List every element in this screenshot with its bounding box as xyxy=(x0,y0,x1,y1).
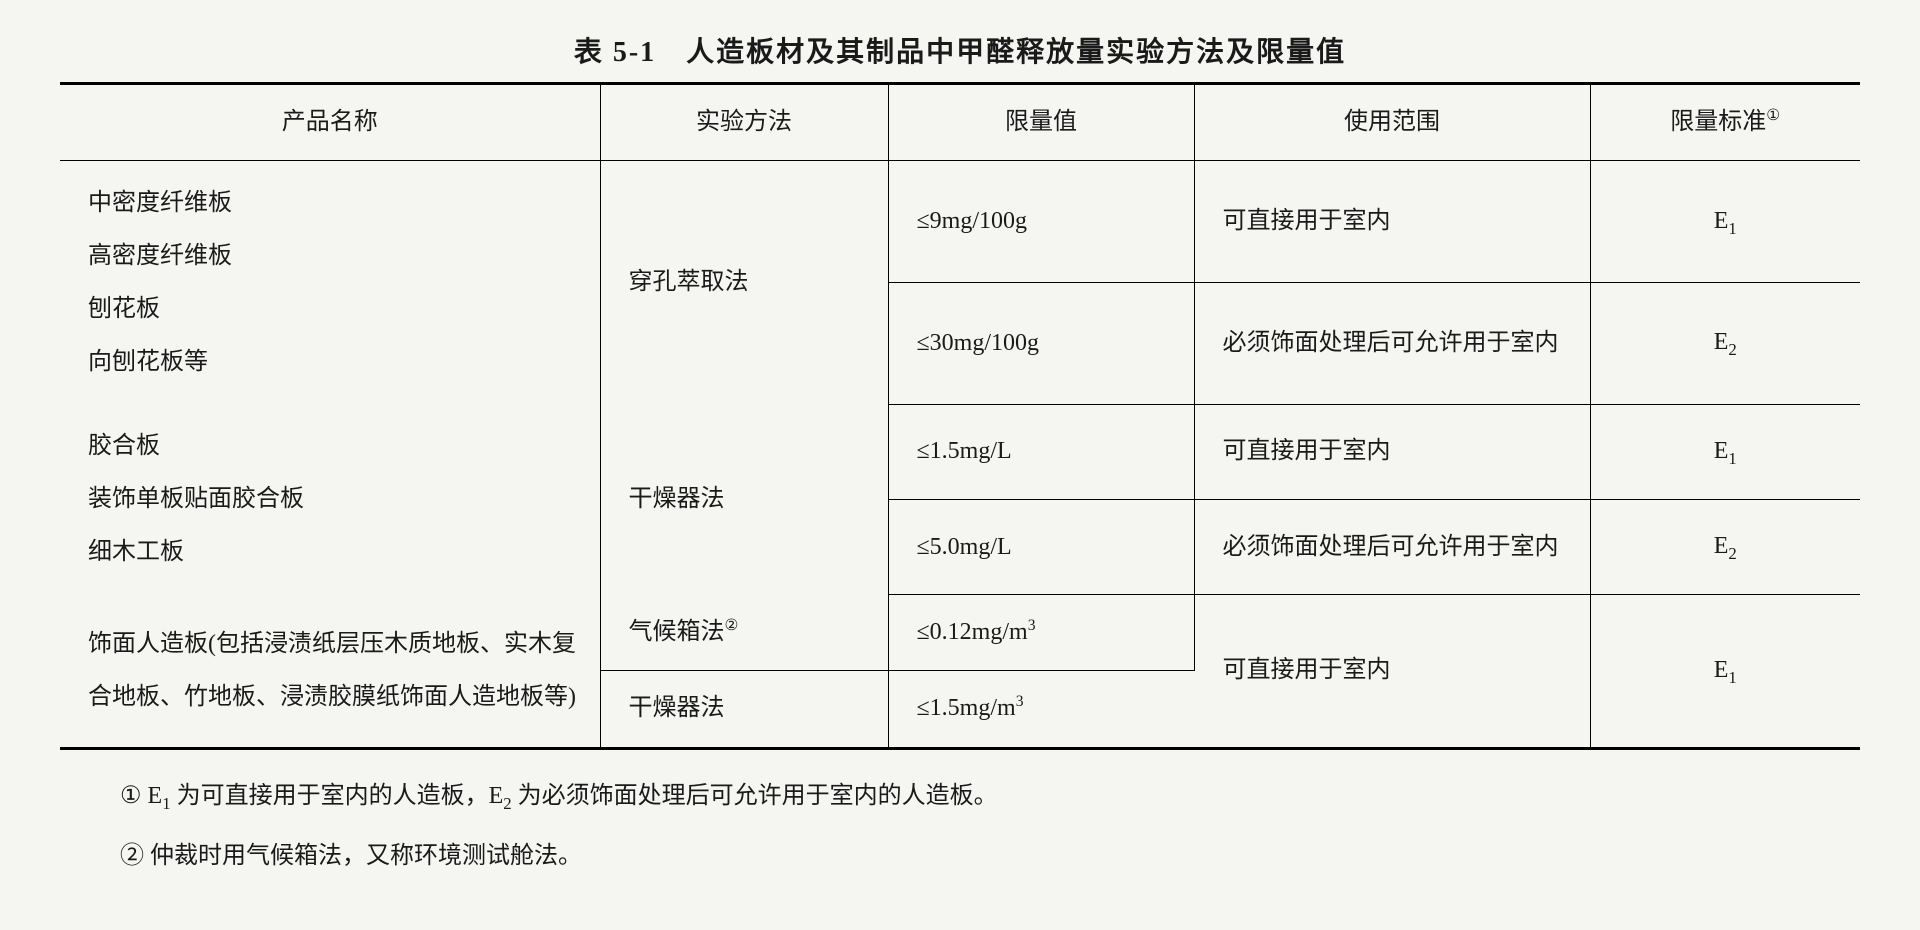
table-row: 饰面人造板(包括浸渍纸层压木质地板、实木复合地板、竹地板、浸渍胶膜纸饰面人造地板… xyxy=(60,595,1860,671)
scope-cell: 必须饰面处理后可允许用于室内 xyxy=(1194,283,1590,405)
product-line: 中密度纤维板 xyxy=(88,190,232,216)
standard-sub: 1 xyxy=(1728,668,1736,687)
method-text: 气候箱法 xyxy=(629,619,725,645)
limit-sup: 3 xyxy=(1016,693,1024,710)
footnote-1: ① E1 为可直接用于室内的人造板，E2 为必须饰面处理后可允许用于室内的人造板… xyxy=(120,770,1860,823)
scope-cell: 可直接用于室内 xyxy=(1194,404,1590,499)
product-line: 刨花板 xyxy=(88,296,160,322)
limit-cell: ≤5.0mg/L xyxy=(888,500,1194,595)
product-cell-3: 饰面人造板(包括浸渍纸层压木质地板、实木复合地板、竹地板、浸渍胶膜纸饰面人造地板… xyxy=(60,595,600,748)
standard-base: E xyxy=(1714,329,1729,355)
standard-sub: 1 xyxy=(1728,218,1736,237)
product-cell-2: 胶合板 装饰单板贴面胶合板 细木工板 xyxy=(60,404,600,594)
standard-cell: E2 xyxy=(1590,500,1860,595)
footnote-1-sub2: 2 xyxy=(503,793,511,812)
scope-cell: 可直接用于室内 xyxy=(1194,595,1590,748)
standard-sub: 2 xyxy=(1728,544,1736,563)
footnote-1-prefix: ① E xyxy=(120,770,162,823)
method-cell: 气候箱法② xyxy=(600,595,888,671)
limit-cell: ≤1.5mg/m3 xyxy=(888,671,1194,748)
standard-cell: E1 xyxy=(1590,404,1860,499)
header-standard-sup: ① xyxy=(1766,107,1780,124)
standard-base: E xyxy=(1714,657,1729,683)
standard-cell: E1 xyxy=(1590,595,1860,748)
standard-base: E xyxy=(1714,533,1729,559)
table-header-row: 产品名称 实验方法 限量值 使用范围 限量标准① xyxy=(60,84,1860,161)
footnote-2: ② 仲裁时用气候箱法，又称环境测试舱法。 xyxy=(120,830,1860,883)
footnote-1-mid: 为可直接用于室内的人造板，E xyxy=(171,783,504,809)
product-line: 装饰单板贴面胶合板 xyxy=(88,486,304,512)
header-product: 产品名称 xyxy=(60,84,600,161)
header-scope: 使用范围 xyxy=(1194,84,1590,161)
table-row: 中密度纤维板 高密度纤维板 刨花板 向刨花板等 穿孔萃取法 ≤9mg/100g … xyxy=(60,161,1860,283)
standard-sub: 1 xyxy=(1728,449,1736,468)
limit-cell: ≤30mg/100g xyxy=(888,283,1194,405)
limit-cell: ≤9mg/100g xyxy=(888,161,1194,283)
limit-text: ≤1.5mg/m xyxy=(917,695,1016,721)
table-row: 胶合板 装饰单板贴面胶合板 细木工板 干燥器法 ≤1.5mg/L 可直接用于室内… xyxy=(60,404,1860,499)
product-line: 细木工板 xyxy=(88,539,184,565)
standard-cell: E1 xyxy=(1590,161,1860,283)
limit-sup: 3 xyxy=(1028,617,1036,634)
header-standard: 限量标准① xyxy=(1590,84,1860,161)
header-standard-text: 限量标准 xyxy=(1670,109,1766,135)
product-line: 高密度纤维板 xyxy=(88,243,232,269)
product-cell-1: 中密度纤维板 高密度纤维板 刨花板 向刨花板等 xyxy=(60,161,600,405)
method-cell-1: 穿孔萃取法 xyxy=(600,161,888,405)
standard-sub: 2 xyxy=(1728,340,1736,359)
scope-cell: 可直接用于室内 xyxy=(1194,161,1590,283)
standard-base: E xyxy=(1714,438,1729,464)
footnotes: ① E1 为可直接用于室内的人造板，E2 为必须饰面处理后可允许用于室内的人造板… xyxy=(60,770,1860,884)
standard-cell: E2 xyxy=(1590,283,1860,405)
product-line: 胶合板 xyxy=(88,433,160,459)
data-table: 产品名称 实验方法 限量值 使用范围 限量标准① 中密度纤维板 高密度纤维板 刨… xyxy=(60,82,1860,750)
standard-base: E xyxy=(1714,208,1729,234)
limit-cell: ≤0.12mg/m3 xyxy=(888,595,1194,671)
scope-cell: 必须饰面处理后可允许用于室内 xyxy=(1194,500,1590,595)
footnote-1-suffix: 为必须饰面处理后可允许用于室内的人造板。 xyxy=(512,783,998,809)
table-title: 表 5-1 人造板材及其制品中甲醛释放量实验方法及限量值 xyxy=(60,30,1860,70)
limit-cell: ≤1.5mg/L xyxy=(888,404,1194,499)
method-cell-2: 干燥器法 xyxy=(600,404,888,594)
header-limit: 限量值 xyxy=(888,84,1194,161)
footnote-1-sub1: 1 xyxy=(162,793,170,812)
method-sup: ② xyxy=(725,617,739,634)
method-cell: 干燥器法 xyxy=(600,671,888,748)
header-method: 实验方法 xyxy=(600,84,888,161)
product-line: 向刨花板等 xyxy=(88,349,208,375)
limit-text: ≤0.12mg/m xyxy=(917,619,1028,645)
